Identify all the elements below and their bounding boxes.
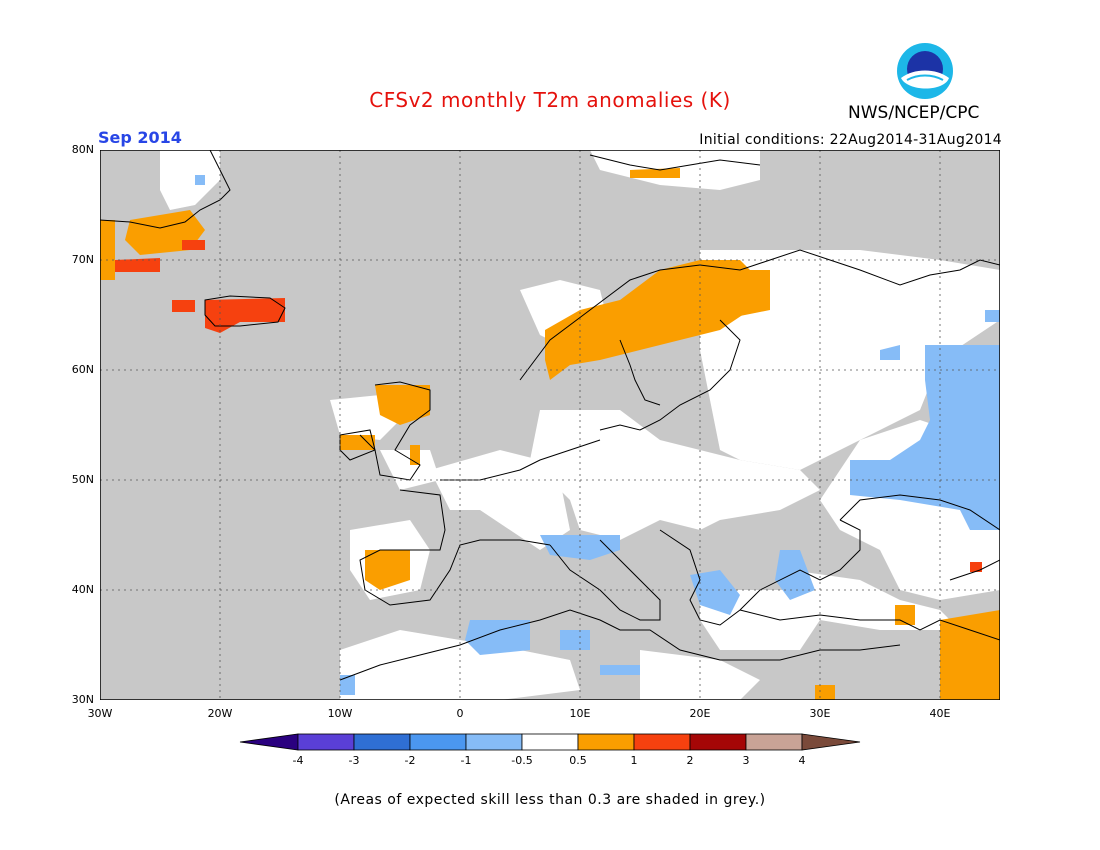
colorbar-label-neg3: -3 <box>348 754 360 767</box>
colorbar-label-neg05: -0.5 <box>511 754 533 767</box>
colorbar-segment-3 <box>409 733 467 751</box>
colorbar-segment-8 <box>689 733 747 751</box>
lon-label-40e: 40E <box>929 707 951 720</box>
agency-label: NWS/NCEP/CPC <box>848 103 980 123</box>
colorbar-label-4: 4 <box>798 754 806 767</box>
coastlines <box>100 150 1000 681</box>
red-regions <box>115 240 982 572</box>
blue-regions <box>195 175 1000 695</box>
colorbar-label-neg4: -4 <box>292 754 304 767</box>
colorbar-segment-1 <box>297 733 355 751</box>
lon-label-10e: 10E <box>569 707 591 720</box>
colorbar-segment-7 <box>633 733 691 751</box>
lon-label-30w: 30W <box>87 707 113 720</box>
forecast-month: Sep 2014 <box>98 128 182 147</box>
initial-conditions: Initial conditions: 22Aug2014-31Aug2014 <box>699 132 1002 148</box>
colorbar-label-2: 2 <box>686 754 694 767</box>
lat-label-40n: 40N <box>71 583 94 596</box>
colorbar-label-1: 1 <box>630 754 638 767</box>
skill-note: (Areas of expected skill less than 0.3 a… <box>334 792 766 808</box>
noaa-logo <box>897 43 953 99</box>
colorbar-segment-5 <box>521 733 579 751</box>
lon-label-20w: 20W <box>207 707 233 720</box>
colorbar-label-05: 0.5 <box>569 754 587 767</box>
colorbar-label-neg2: -2 <box>404 754 416 767</box>
colorbar-segment-6 <box>577 733 635 751</box>
lat-label-30n: 30N <box>71 693 94 706</box>
lon-label-0: 0 <box>456 707 464 720</box>
colorbar-segment-2 <box>353 733 411 751</box>
colorbar <box>239 733 861 751</box>
lat-label-60n: 60N <box>71 363 94 376</box>
graticule <box>100 150 1000 700</box>
colorbar-segment-4 <box>465 733 523 751</box>
lat-label-70n: 70N <box>71 253 94 266</box>
lon-label-20e: 20E <box>689 707 711 720</box>
lon-label-10w: 10W <box>327 707 353 720</box>
colorbar-segment-0 <box>239 733 299 751</box>
colorbar-segment-9 <box>745 733 803 751</box>
lat-label-80n: 80N <box>71 143 94 156</box>
colorbar-segment-10 <box>801 733 861 751</box>
chart-title: CFSv2 monthly T2m anomalies (K) <box>369 88 731 112</box>
lat-label-50n: 50N <box>71 473 94 486</box>
lon-label-30e: 30E <box>809 707 831 720</box>
colorbar-label-3: 3 <box>742 754 750 767</box>
anomaly-map <box>100 150 1000 700</box>
orange-regions <box>100 168 1000 700</box>
colorbar-label-neg1: -1 <box>460 754 472 767</box>
